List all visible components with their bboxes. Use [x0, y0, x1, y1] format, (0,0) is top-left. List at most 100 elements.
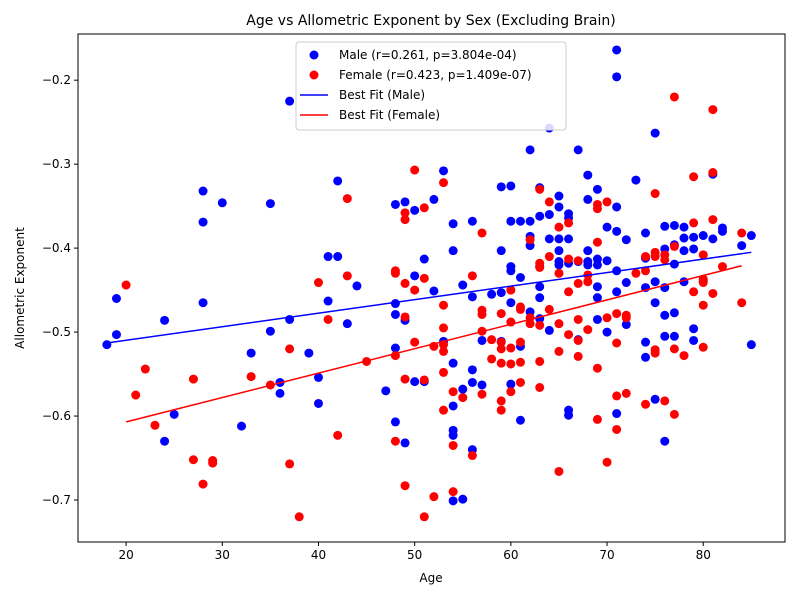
male-point — [467, 292, 477, 302]
male-point — [160, 315, 170, 325]
female-point — [515, 357, 525, 367]
male-point — [390, 199, 400, 209]
male-point — [650, 277, 660, 287]
female-point — [313, 278, 323, 288]
female-point — [689, 287, 699, 297]
female-point — [573, 335, 583, 345]
female-point — [525, 319, 535, 329]
female-point — [669, 344, 679, 354]
female-point — [467, 451, 477, 461]
female-point — [285, 344, 295, 354]
male-point — [169, 409, 179, 419]
female-point — [487, 354, 497, 364]
female-point — [439, 367, 449, 377]
female-point — [323, 314, 333, 324]
male-point — [679, 246, 689, 256]
male-point — [535, 293, 545, 303]
female-point — [698, 342, 708, 352]
male-point — [641, 352, 651, 362]
female-point — [641, 266, 651, 276]
male-point — [621, 320, 631, 330]
male-point — [544, 210, 554, 220]
female-point — [573, 278, 583, 288]
female-point — [410, 165, 420, 175]
female-point — [535, 356, 545, 366]
female-point — [573, 256, 583, 266]
female-point — [554, 319, 564, 329]
female-point — [535, 383, 545, 393]
female-point — [333, 430, 343, 440]
female-point — [602, 313, 612, 323]
male-point — [669, 259, 679, 269]
female-point — [650, 348, 660, 358]
female-point — [506, 387, 516, 397]
male-point — [506, 298, 516, 308]
female-point — [496, 337, 506, 347]
female-point — [506, 343, 516, 353]
female-point — [496, 309, 506, 319]
male-point — [419, 254, 429, 264]
male-point — [525, 145, 535, 155]
y-axis-label: Allometric Exponent — [13, 227, 27, 349]
male-fit-line — [106, 251, 752, 344]
female-point — [641, 399, 651, 409]
male-point — [217, 198, 227, 208]
female-point — [717, 262, 727, 272]
female-point — [496, 396, 506, 406]
female-point — [535, 320, 545, 330]
x-axis: 20 30 40 50 60 70 80 — [118, 542, 711, 562]
male-point — [410, 271, 420, 281]
male-point — [592, 184, 602, 194]
x-tick-label: 70 — [599, 548, 614, 562]
female-point — [496, 405, 506, 415]
female-point — [419, 375, 429, 385]
male-point — [669, 331, 679, 341]
male-point — [621, 278, 631, 288]
male-point — [448, 358, 458, 368]
male-point — [390, 343, 400, 353]
female-point — [458, 393, 468, 403]
female-point — [564, 254, 574, 264]
male-point — [583, 170, 593, 180]
y-tick-label: −0.3 — [42, 157, 71, 171]
legend-marker — [309, 50, 319, 60]
female-point — [660, 255, 670, 265]
male-point — [746, 231, 756, 241]
male-point — [400, 438, 410, 448]
male-point — [592, 314, 602, 324]
male-point — [525, 216, 535, 226]
plot-frame — [77, 33, 786, 543]
y-tick-label: −0.4 — [42, 241, 71, 255]
female-point — [188, 374, 198, 384]
female-point — [602, 457, 612, 467]
male-point — [333, 176, 343, 186]
female-point — [419, 203, 429, 213]
legend-entries: Male (r=0.261, p=3.804e-04) Female (r=0.4… — [300, 48, 532, 122]
male-point — [717, 226, 727, 236]
female-point — [400, 481, 410, 491]
male-point — [515, 273, 525, 283]
male-point — [583, 246, 593, 256]
male-point — [612, 45, 622, 55]
male-point — [564, 234, 574, 244]
female-point — [544, 304, 554, 314]
male-point — [477, 335, 487, 345]
female-point — [410, 337, 420, 347]
female-point — [496, 344, 506, 354]
male-point — [679, 233, 689, 243]
female-point — [448, 487, 458, 497]
female-point — [448, 440, 458, 450]
female-point — [583, 277, 593, 287]
female-point — [439, 346, 449, 356]
female-point — [544, 197, 554, 207]
male-point — [285, 96, 295, 106]
male-point — [737, 241, 747, 251]
male-point — [313, 398, 323, 408]
female-point — [708, 105, 718, 115]
chart-title: Age vs Allometric Exponent by Sex (Exclu… — [246, 13, 615, 29]
female-point — [525, 235, 535, 245]
female-point — [515, 377, 525, 387]
male-point — [496, 246, 506, 256]
male-point — [400, 197, 410, 207]
